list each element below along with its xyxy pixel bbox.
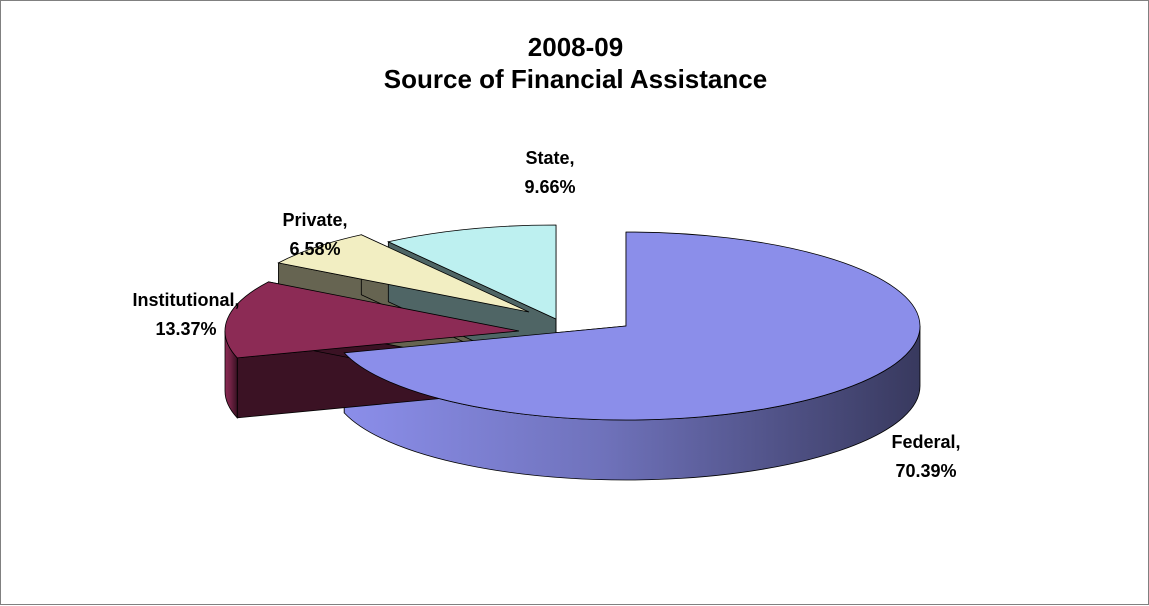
pie-label-institutional-name: Institutional, (133, 290, 240, 310)
chart-title-line-2: Source of Financial Assistance (383, 64, 768, 94)
chart-title-line-1: 2008-09 (527, 32, 624, 62)
pie-label-institutional-value: 13.37% (155, 319, 216, 339)
pie-label-private-name: Private, (282, 210, 347, 230)
pie-label-federal-name: Federal, (891, 432, 960, 452)
pie-slice-institutional (224, 281, 520, 359)
chart-title: 2008-09 Source of Financial Assistance (1, 31, 1149, 95)
pie-label-private-value: 6.58% (289, 239, 340, 259)
pie-label-state-value: 9.66% (524, 177, 575, 197)
pie-slice-private (277, 234, 530, 313)
pie-label-federal-value: 70.39% (895, 461, 956, 481)
pie-label-state-name: State, (525, 148, 574, 168)
pie-slice-federal (343, 231, 921, 421)
pie-slice-state (387, 224, 557, 320)
